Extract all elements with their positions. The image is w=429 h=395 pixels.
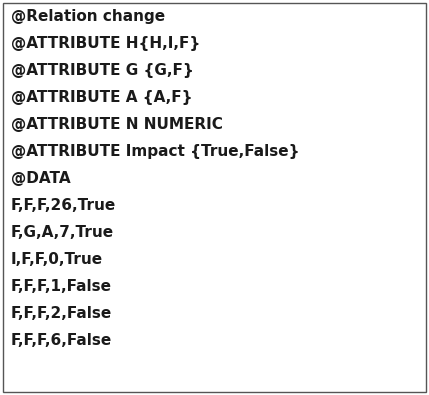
Text: F,F,F,1,False: F,F,F,1,False — [11, 279, 112, 294]
Text: @ATTRIBUTE A {A,F}: @ATTRIBUTE A {A,F} — [11, 90, 192, 105]
Text: @ATTRIBUTE N NUMERIC: @ATTRIBUTE N NUMERIC — [11, 117, 223, 132]
FancyBboxPatch shape — [3, 3, 426, 392]
Text: @DATA: @DATA — [11, 171, 70, 186]
Text: @Relation change: @Relation change — [11, 9, 165, 24]
Text: F,F,F,2,False: F,F,F,2,False — [11, 307, 112, 321]
Text: F,F,F,26,True: F,F,F,26,True — [11, 198, 116, 213]
Text: F,F,F,6,False: F,F,F,6,False — [11, 333, 112, 348]
Text: @ATTRIBUTE H{H,I,F}: @ATTRIBUTE H{H,I,F} — [11, 36, 200, 51]
Text: I,F,F,0,True: I,F,F,0,True — [11, 252, 103, 267]
Text: @ATTRIBUTE G {G,F}: @ATTRIBUTE G {G,F} — [11, 63, 193, 78]
Text: @ATTRIBUTE Impact {True,False}: @ATTRIBUTE Impact {True,False} — [11, 144, 299, 159]
Text: F,G,A,7,True: F,G,A,7,True — [11, 225, 114, 240]
